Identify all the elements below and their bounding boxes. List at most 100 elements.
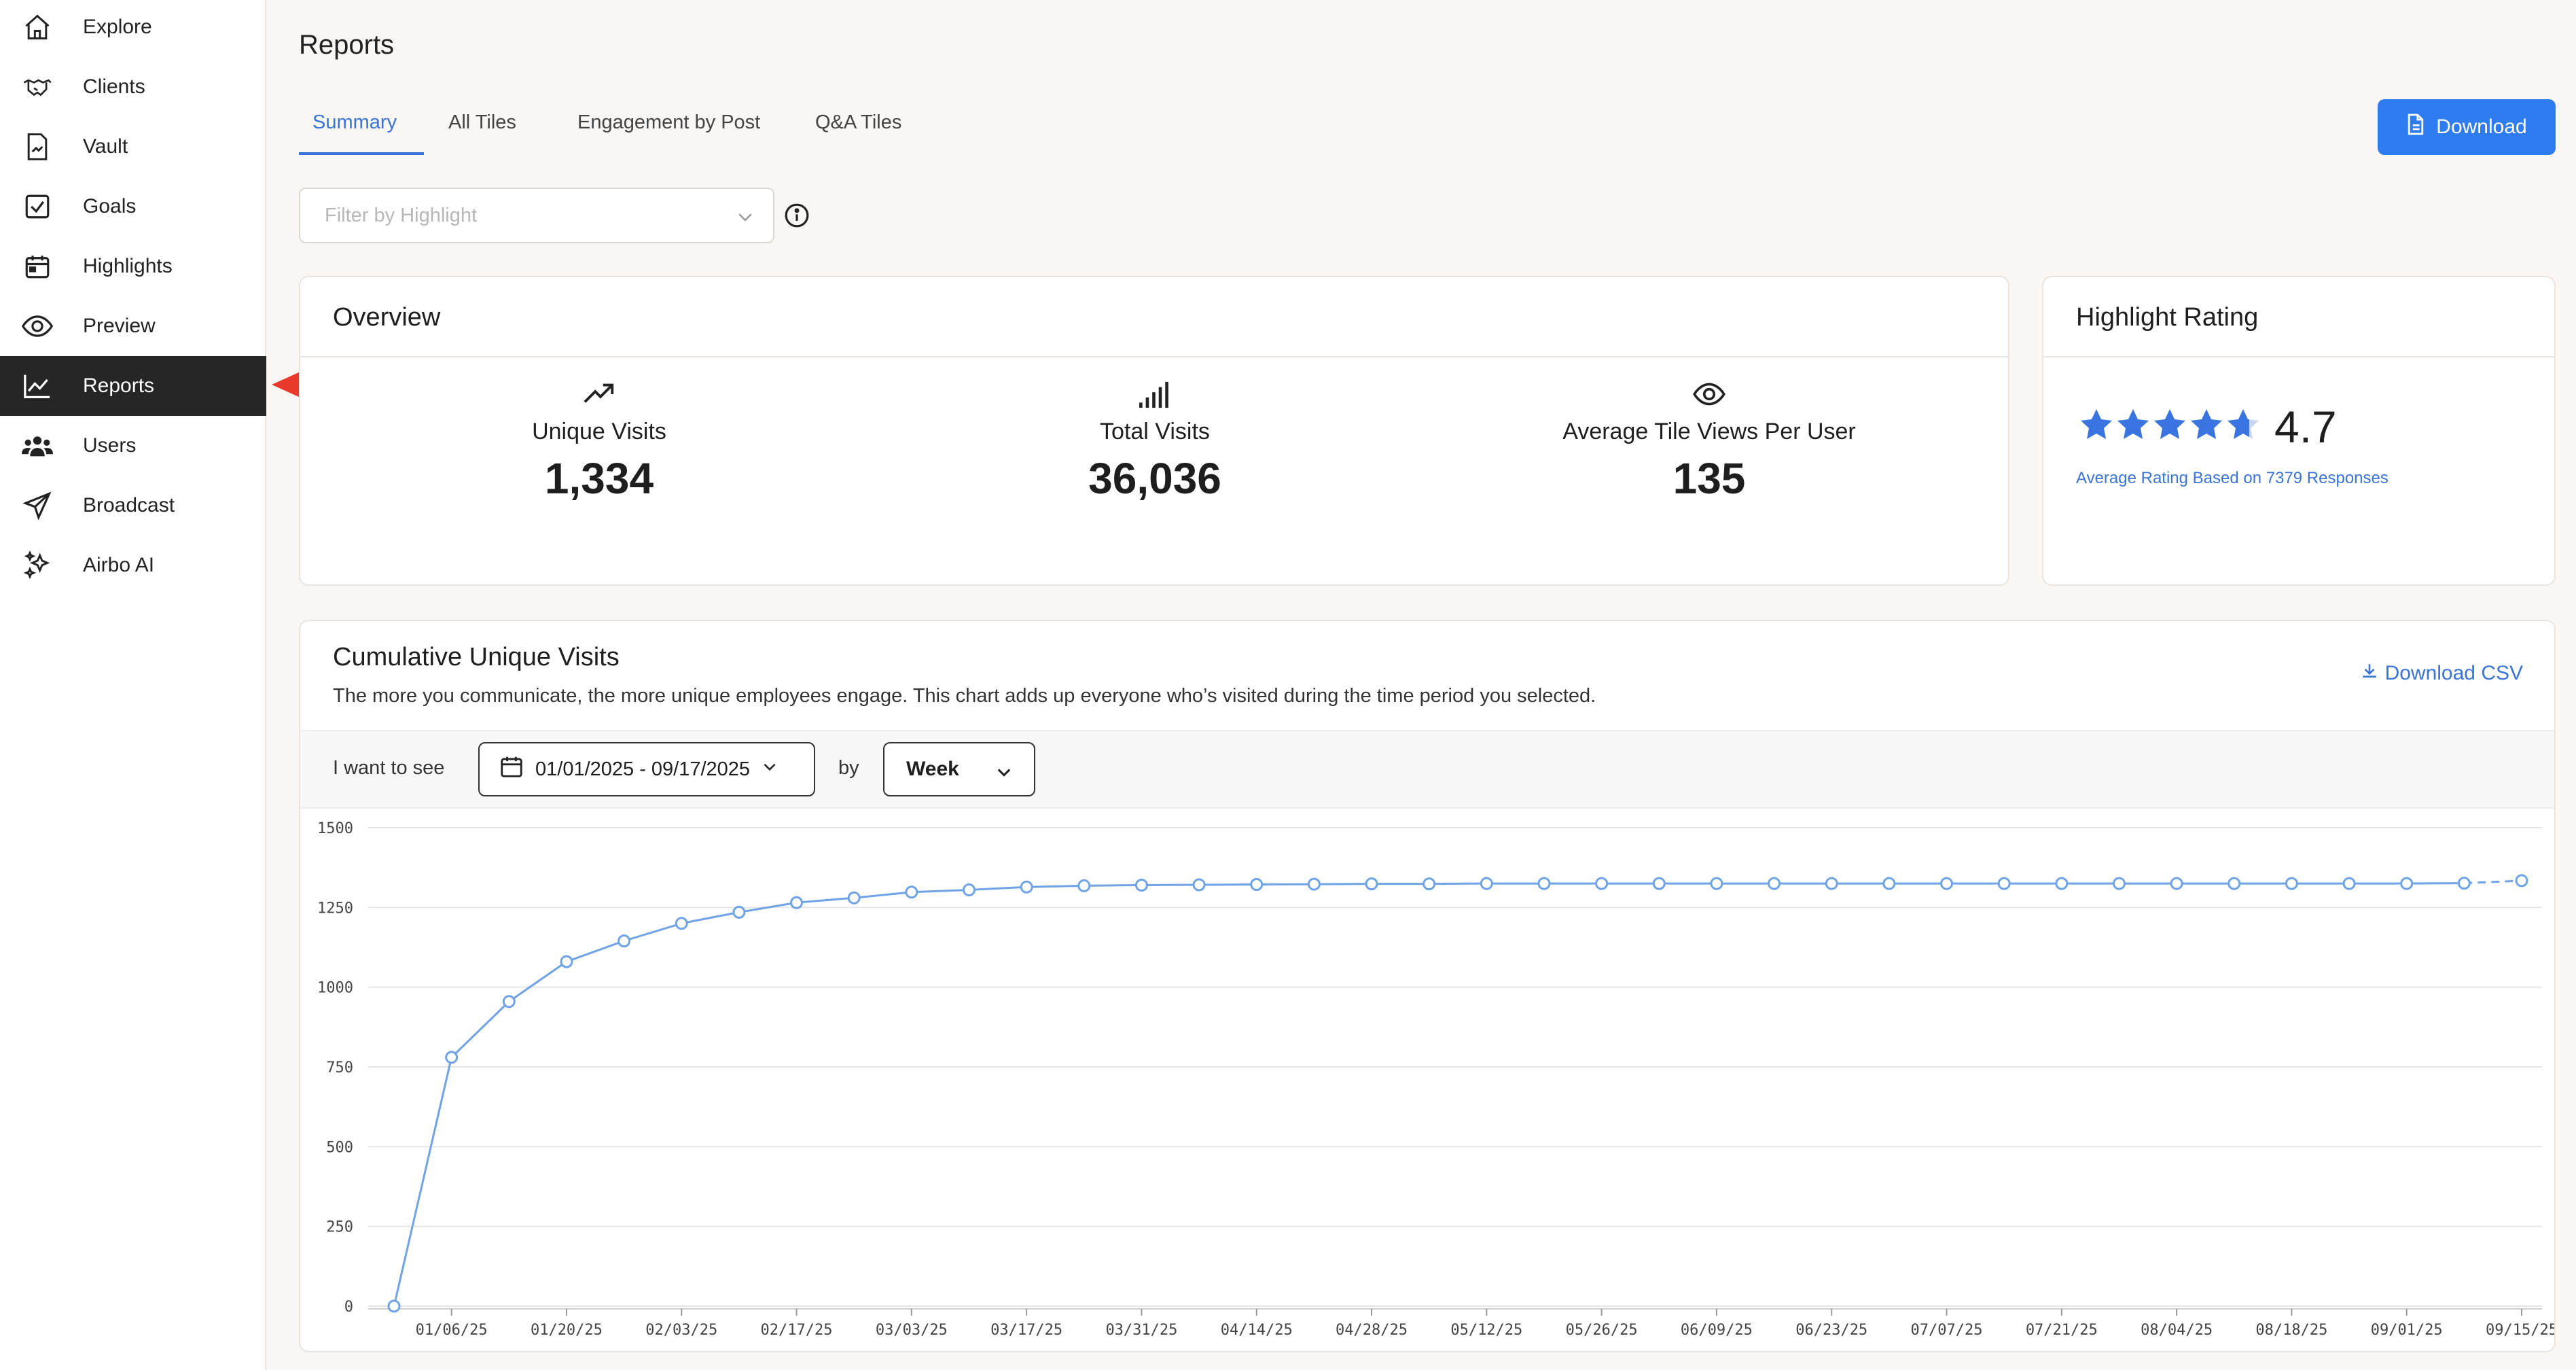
sidebar-item-users[interactable]: Users (0, 416, 266, 476)
sidebar-item-highlights[interactable]: Highlights (0, 236, 266, 296)
data-point[interactable] (618, 934, 631, 948)
data-point[interactable] (790, 896, 804, 909)
sidebar-item-clients[interactable]: Clients (0, 57, 266, 117)
data-point[interactable] (1537, 877, 1551, 890)
series-line-solid (393, 882, 2465, 1307)
star-icons (2081, 409, 2259, 439)
period-select[interactable]: Week (883, 742, 1035, 796)
data-point[interactable] (2342, 877, 2356, 890)
filter-placeholder: Filter by Highlight (325, 204, 478, 226)
series-line (393, 879, 2522, 1307)
star-icon (2191, 409, 2222, 439)
calendar-icon (499, 754, 524, 785)
x-tick-label: 05/12/25 (1450, 1322, 1522, 1339)
sparkles-icon (22, 550, 53, 581)
data-point[interactable] (1020, 880, 1033, 894)
data-point[interactable] (675, 917, 688, 930)
data-point[interactable] (1423, 877, 1436, 891)
stat-label: Total Visits (1100, 419, 1210, 444)
sidebar-item-preview[interactable]: Preview (0, 296, 266, 356)
download-csv-link[interactable]: Download CSV (2361, 662, 2523, 685)
data-point[interactable] (2400, 877, 2414, 890)
data-point[interactable] (2112, 877, 2126, 890)
chart-description: The more you communicate, the more uniqu… (333, 685, 1596, 707)
rating-title: Highlight Rating (2076, 303, 2259, 332)
calendar-icon (22, 251, 53, 282)
data-point[interactable] (962, 883, 976, 897)
want-label: I want to see (333, 757, 445, 779)
data-point[interactable] (1882, 877, 1896, 890)
data-point[interactable] (445, 1051, 459, 1064)
sidebar-item-broadcast[interactable]: Broadcast (0, 476, 266, 535)
chart-title: Cumulative Unique Visits (333, 643, 620, 671)
data-point[interactable] (1365, 877, 1378, 891)
data-point[interactable] (1134, 878, 1148, 892)
data-point[interactable] (1192, 878, 1206, 892)
data-point[interactable] (1997, 877, 2011, 890)
data-point[interactable] (847, 891, 861, 904)
series-points (387, 874, 2528, 1313)
x-tick-label: 08/04/25 (2141, 1322, 2213, 1339)
data-point[interactable] (1480, 877, 1493, 890)
y-tick-label: 1250 (317, 900, 353, 917)
data-point[interactable] (560, 955, 573, 968)
sidebar-item-reports[interactable]: Reports (0, 356, 266, 416)
info-icon[interactable] (784, 203, 810, 232)
x-tick-label: 07/07/25 (1911, 1322, 1983, 1339)
x-tick-label: 07/21/25 (2026, 1322, 2098, 1339)
sidebar-item-airbo-ai[interactable]: Airbo AI (0, 535, 266, 595)
data-point[interactable] (1652, 877, 1666, 890)
download-button[interactable]: Download (2378, 99, 2556, 155)
data-point[interactable] (905, 885, 918, 899)
sidebar-item-label: Reports (83, 374, 155, 397)
checkbox-icon (22, 191, 53, 222)
sidebar-item-explore[interactable]: Explore (0, 0, 266, 57)
sidebar-item-label: Explore (83, 16, 152, 38)
filter-by-highlight-select[interactable]: Filter by Highlight (299, 188, 774, 243)
data-point[interactable] (2285, 877, 2298, 890)
users-icon (22, 430, 53, 461)
download-csv-label: Download CSV (2384, 662, 2523, 684)
download-button-label: Download (2436, 116, 2527, 138)
cumulative-visits-card: Cumulative Unique Visits The more you co… (299, 620, 2556, 1352)
x-tick-label: 06/23/25 (1795, 1322, 1867, 1339)
tab-summary[interactable]: Summary (299, 107, 424, 155)
sidebar-item-vault[interactable]: Vault (0, 117, 266, 177)
data-point[interactable] (387, 1299, 401, 1313)
tab-engagement-by-post[interactable]: Engagement by Post (577, 111, 761, 133)
data-point[interactable] (732, 905, 746, 919)
sidebar-item-label: Clients (83, 75, 145, 98)
y-tick-label: 1000 (317, 980, 353, 997)
overview-card: Overview Unique Visits 1,334 Total Visit… (299, 276, 2009, 586)
y-tick-label: 250 (326, 1219, 353, 1236)
data-point[interactable] (1307, 877, 1321, 891)
star-rating (2079, 406, 2269, 444)
data-point[interactable] (1825, 877, 1838, 890)
series-line-dashed (2464, 879, 2522, 885)
data-point[interactable] (2170, 877, 2183, 890)
sidebar-item-label: Preview (83, 315, 156, 337)
data-point[interactable] (1250, 878, 1264, 892)
eye-icon (22, 311, 53, 342)
tab-qa-tiles[interactable]: Q&A Tiles (815, 111, 902, 133)
data-point[interactable] (2457, 877, 2471, 890)
sidebar-item-label: Broadcast (83, 494, 175, 516)
stat-label: Average Tile Views Per User (1562, 419, 1856, 444)
data-point[interactable] (1768, 877, 1781, 890)
data-point[interactable] (2515, 874, 2528, 888)
tab-all-tiles[interactable]: All Tiles (448, 111, 516, 133)
x-tick-label: 04/28/25 (1336, 1322, 1408, 1339)
y-tick-label: 1500 (317, 820, 353, 837)
data-point[interactable] (1077, 879, 1091, 892)
rating-value: 4.7 (2274, 402, 2337, 452)
data-point[interactable] (2055, 877, 2069, 890)
data-point[interactable] (502, 995, 516, 1008)
data-point[interactable] (1940, 877, 1954, 890)
date-range-picker[interactable]: 01/01/2025 - 09/17/2025 (478, 742, 815, 796)
chart-line-icon (22, 370, 53, 402)
y-axis-ticks: 0 250 500 750 1000 1250 1500 (317, 820, 353, 1316)
data-point[interactable] (2228, 877, 2241, 890)
sidebar-item-goals[interactable]: Goals (0, 177, 266, 236)
data-point[interactable] (1710, 877, 1723, 890)
data-point[interactable] (1595, 877, 1609, 890)
